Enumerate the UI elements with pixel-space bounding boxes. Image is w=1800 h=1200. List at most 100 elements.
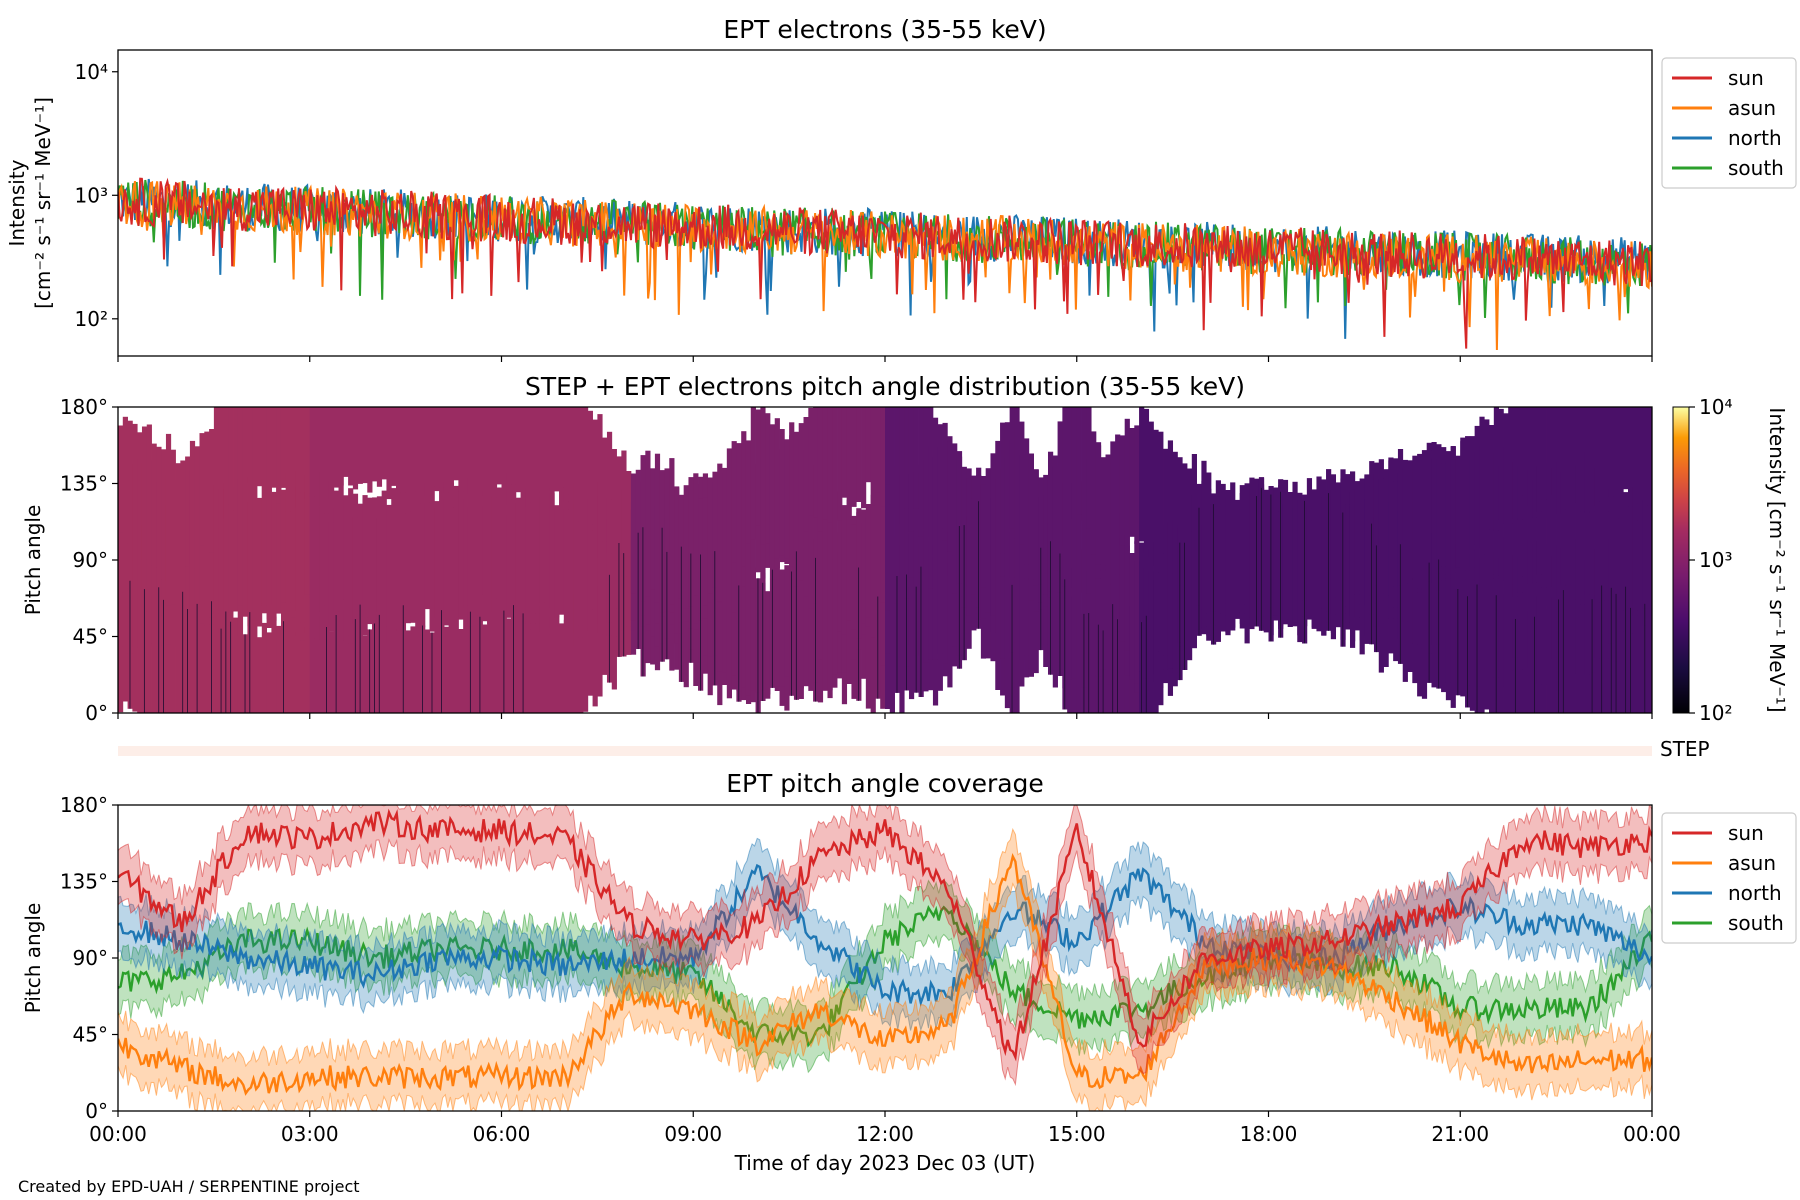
y-tick-label: 180° [60, 395, 108, 419]
heatmap-cell [549, 488, 555, 608]
heatmap-cell [1469, 553, 1476, 675]
heatmap-cell [563, 407, 570, 502]
heatmap-cell [645, 450, 651, 597]
x-tick-label: 00:00 [89, 1122, 147, 1146]
heatmap-cell [1244, 485, 1250, 610]
heatmap-cell [535, 604, 541, 713]
heatmap-cell [1134, 425, 1140, 544]
heatmap-cell [1508, 544, 1514, 671]
heatmap-cell [209, 499, 215, 618]
heatmap-cell [1479, 558, 1485, 665]
heatmap-cell [1608, 489, 1615, 592]
heatmap-cell [1541, 544, 1547, 685]
heatmap-cell [1014, 407, 1020, 539]
heatmap-cell [1163, 525, 1169, 656]
heatmap-cell [290, 407, 296, 512]
heatmap-cell [189, 440, 196, 565]
heatmap-cell [803, 417, 809, 532]
x-tick-label: 06:00 [473, 1122, 531, 1146]
heatmap-cell [1503, 413, 1509, 524]
heatmap-cell [348, 407, 354, 486]
panel1-ylabel-line1: Intensity [5, 159, 29, 246]
heatmap-cell [1541, 407, 1547, 500]
heatmap-cell [324, 475, 330, 606]
heatmap-cell [779, 429, 785, 556]
heatmap-cell [1517, 466, 1523, 593]
heatmap-cell [630, 473, 637, 594]
heatmap-cell [261, 407, 267, 509]
heatmap-cell [511, 407, 517, 485]
heatmap-cell [870, 407, 876, 506]
heatmap-cell [295, 632, 301, 713]
heatmap-cell [616, 456, 622, 561]
heatmap-cell [314, 482, 320, 594]
y-tick-label: 90° [73, 548, 108, 572]
heatmap-cell [338, 407, 344, 486]
heatmap-cell [1536, 407, 1543, 512]
heatmap-cell [271, 491, 277, 605]
heatmap-cell [885, 407, 891, 485]
heatmap-cell [132, 423, 138, 561]
heatmap-cell [333, 407, 339, 488]
heatmap-cell [280, 489, 287, 603]
heatmap-cell [1421, 534, 1428, 649]
heatmap-cell [1498, 558, 1504, 670]
heatmap-cell [1517, 407, 1523, 520]
heatmap-cell [448, 616, 454, 713]
heatmap-cell [338, 607, 344, 713]
heatmap-cell [1445, 451, 1452, 575]
heatmap-cell [908, 533, 915, 645]
x-tick-label: 15:00 [1048, 1122, 1106, 1146]
heatmap-cell [1647, 476, 1652, 609]
heatmap-cell [410, 407, 416, 503]
heatmap-cell [568, 407, 574, 495]
heatmap-cell [928, 407, 934, 537]
heatmap-cell [611, 449, 617, 551]
heatmap-cell [1637, 595, 1643, 713]
heatmap-cell [1445, 534, 1452, 683]
series-line-sun [118, 808, 1652, 1062]
heatmap-cell [784, 439, 790, 559]
legend-label-north: north [1728, 881, 1782, 905]
y-tick-label: 180° [60, 793, 108, 817]
heatmap-cell [467, 507, 474, 627]
heatmap-cell [889, 466, 895, 610]
y-tick-label: 10² [75, 307, 108, 331]
heatmap-cell [875, 407, 881, 493]
heatmap-cell [937, 524, 943, 654]
heatmap-cell [1551, 556, 1557, 659]
heatmap-cell [726, 448, 732, 589]
heatmap-cell [1474, 425, 1480, 545]
heatmap-cell [396, 407, 402, 494]
heatmap-cell [1570, 407, 1576, 502]
series-line-asun [118, 180, 1652, 351]
heatmap-cell [559, 407, 565, 488]
heatmap-cell [722, 467, 728, 571]
heatmap-cell [156, 446, 162, 568]
heatmap-cell [185, 456, 191, 567]
heatmap-cell [1546, 462, 1552, 606]
panel3-series-group [118, 805, 1652, 1111]
heatmap-cell [1129, 553, 1135, 677]
x-tick-label: 12:00 [856, 1122, 914, 1146]
heatmap-cell [769, 424, 776, 556]
heatmap-cell [276, 481, 282, 599]
heatmap-cell [1580, 456, 1586, 605]
heatmap-cell [1493, 407, 1499, 531]
heatmap-cell [257, 407, 263, 487]
heatmap-cell [458, 407, 464, 492]
heatmap-cell [443, 407, 450, 493]
heatmap-cell [482, 491, 488, 595]
heatmap-cell [290, 622, 296, 713]
heatmap-cell [266, 632, 272, 713]
heatmap-cell [1570, 564, 1576, 673]
heatmap-cell [1599, 407, 1605, 502]
heatmap-cell [1522, 550, 1528, 676]
heatmap-cell [789, 422, 795, 567]
heatmap-cell [161, 449, 167, 580]
heatmap-cell [1364, 474, 1370, 601]
heatmap-cell [410, 626, 416, 713]
heatmap-cell [1594, 468, 1600, 600]
heatmap-cell [1153, 429, 1159, 566]
heatmap-cell [717, 463, 723, 602]
